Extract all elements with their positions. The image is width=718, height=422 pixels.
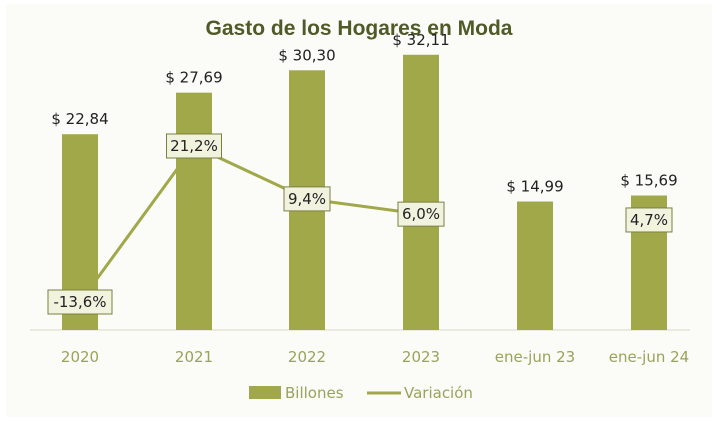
bar-5 — [517, 201, 553, 330]
variation-label-4: 6,0% — [402, 205, 440, 223]
x-tick-label-4: 2023 — [402, 348, 440, 366]
variation-label-box-2 — [166, 133, 222, 159]
x-tick-label-3: 2022 — [288, 348, 326, 366]
x-tick-label-6: ene-jun 24 — [609, 348, 689, 366]
bar-4 — [403, 54, 439, 331]
variation-label-1: -13,6% — [53, 293, 106, 311]
x-tick-label-1: 2020 — [61, 348, 99, 366]
bar-value-label-1: $ 22,84 — [51, 110, 108, 128]
chart-title: Gasto de los Hogares en Moda — [206, 17, 513, 40]
line-series — [78, 144, 422, 303]
legend-label-billones: Billones — [285, 384, 344, 402]
variation-label-box-6 — [625, 207, 673, 233]
legend-swatch-billones — [249, 386, 281, 399]
bar-value-label-6: $ 15,69 — [620, 172, 677, 190]
bar-value-labels: $ 22,84 $ 27,69 $ 30,30 $ 32,11 $ 14,99 $ 15,… — [51, 31, 677, 196]
variation-label-3: 9,4% — [288, 190, 326, 208]
x-tick-label-5: ene-jun 23 — [495, 348, 575, 366]
x-tick-label-2: 2021 — [175, 348, 213, 366]
bar-value-label-3: $ 30,30 — [278, 46, 335, 64]
variation-label-6: 4,7% — [630, 211, 668, 229]
x-axis-ticks: 2020 2021 2022 2023 ene-jun 23 ene-jun 24 — [61, 348, 689, 366]
bar-value-label-2: $ 27,69 — [165, 69, 222, 87]
bar-value-label-4: $ 32,11 — [392, 31, 449, 49]
legend: Billones Variación — [249, 384, 473, 402]
plot-frame — [6, 4, 712, 417]
bar-2 — [176, 92, 212, 331]
variation-line-segment-1 — [78, 144, 422, 303]
bar-value-label-5: $ 14,99 — [506, 178, 563, 196]
line-value-labels: -13,6% 21,2% 9,4% 6,0% 4,7% — [47, 133, 673, 315]
variation-label-box-1 — [47, 289, 113, 315]
variation-label-box-4 — [397, 201, 445, 227]
variation-label-box-3 — [283, 186, 331, 212]
variation-label-2: 21,2% — [170, 137, 218, 155]
legend-label-variacion: Variación — [404, 384, 473, 402]
